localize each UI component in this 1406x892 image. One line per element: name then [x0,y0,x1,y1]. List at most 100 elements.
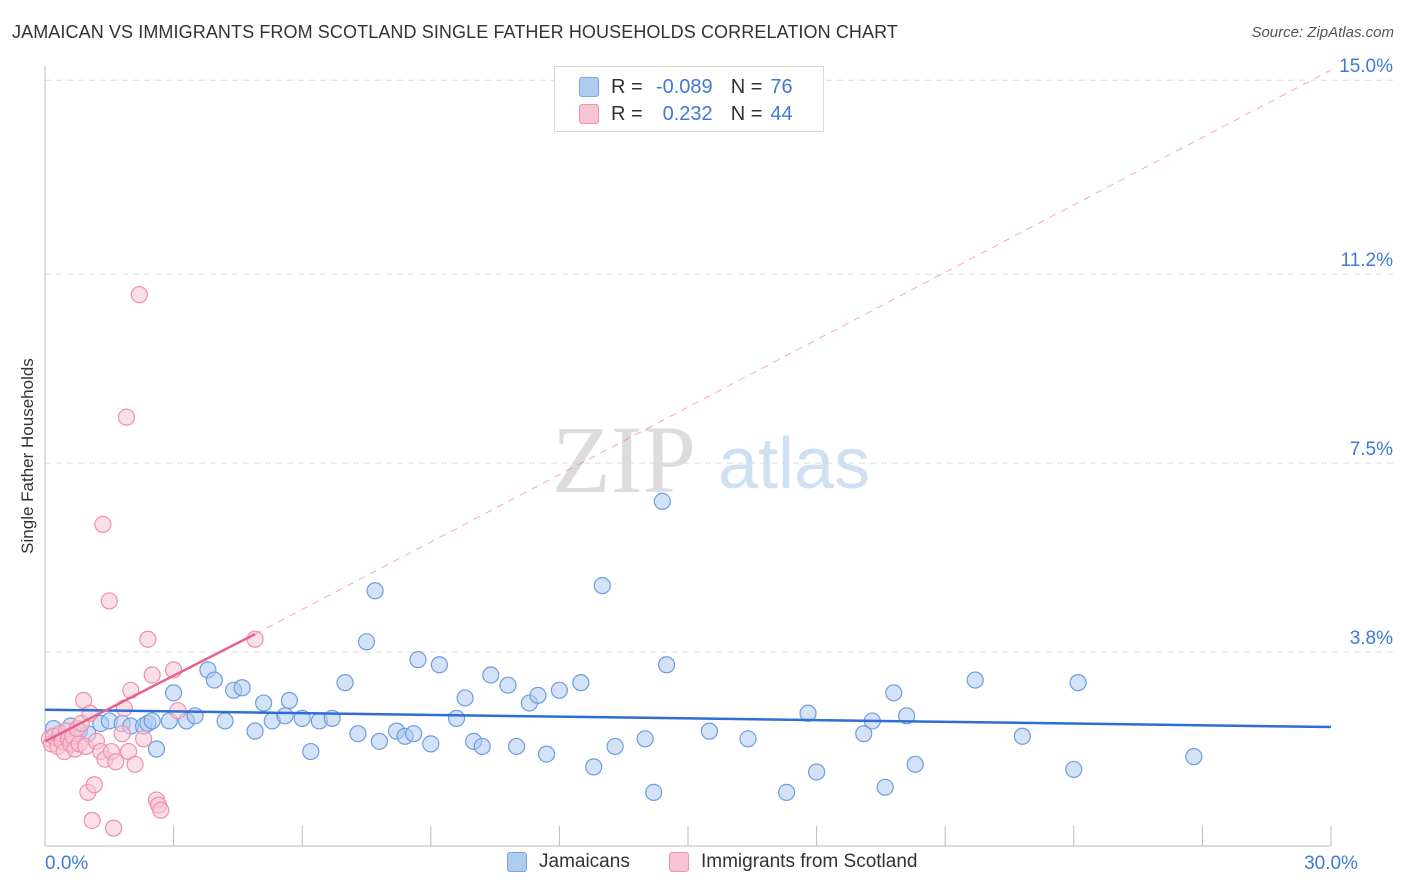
jamaican-point [165,684,183,702]
jamaican-point [255,694,273,712]
legend-label-scotland: Immigrants from Scotland [701,851,918,872]
jamaican-point [473,737,491,756]
jamaican-point [430,656,448,674]
jamaican-point [898,707,916,725]
jamaican-point [357,633,376,651]
jamaican-point [855,725,873,743]
jamaican-point [456,689,474,707]
legend-n-value: 76 [770,75,793,98]
jamaican-point [205,671,223,689]
jamaican-point [1013,727,1031,745]
jamaican-point [276,707,294,725]
trend-layer [44,69,1332,743]
scotland-trend-line [44,633,256,743]
jamaican-point [409,651,427,669]
y-tick-label: 3.8% [1350,628,1393,649]
scotland-point [152,801,170,819]
jamaican-point [550,681,569,699]
jamaican-point [147,740,166,758]
jamaican-point [966,671,984,689]
jamaican-point [657,656,676,674]
legend-label-jamaicans: Jamaicans [539,851,630,872]
jamaican-point [507,737,526,756]
jamaican-point [246,722,264,740]
axis-layer [44,66,1332,847]
jamaican-point [1185,748,1203,766]
watermark-atlas-text: atlas [718,424,870,504]
scotland-point [134,730,153,748]
jamaican-point [799,704,817,722]
legend-swatch-blue [507,852,527,872]
jamaican-point [422,735,440,753]
legend-item-jamaicans[interactable]: Jamaicans [507,851,630,873]
y-tick-label: 7.5% [1350,439,1393,460]
legend-r-label: R = [611,75,643,98]
scotland-point [85,776,103,794]
y-tick-label: 11.2% [1341,250,1394,271]
jamaican-point [593,577,611,595]
jamaican-point [807,763,826,781]
jamaican-point [405,725,423,743]
legend-row-jamaicans: R = -0.089 N = 76 [579,74,793,100]
jamaican-point [186,707,204,725]
series-legend: Jamaicans Immigrants from Scotland [0,851,1406,877]
jamaican-point [636,730,654,748]
jamaican-point [585,758,603,776]
jamaican-point [885,684,903,702]
legend-r-value: 0.232 [662,102,713,125]
jamaican-point [700,722,719,740]
scotland-point [113,725,131,743]
jamaican-point [499,676,517,694]
jamaican-point [653,492,671,510]
scotland-point [143,666,161,684]
y-tick-label: 15.0% [1339,56,1393,77]
jamaican-point [143,712,161,730]
scotland-point [107,753,125,771]
legend-n-label: N = [730,102,763,125]
jamaican-point [349,725,367,743]
jamaican-point [370,732,388,750]
legend-n-label: N = [730,75,763,98]
jamaican-point [876,778,894,796]
legend-swatch-pink [579,104,599,124]
jamaican-point [739,730,757,748]
scotland-point [100,592,118,610]
jamaican-point [606,737,624,756]
correlation-legend: R = -0.089 N = 76 R = 0.232 N = 44 [554,66,824,132]
jamaican-point [777,783,796,801]
jamaican-point [537,745,556,763]
scotland-point [130,286,148,304]
jamaican-point [572,674,590,692]
legend-swatch-blue [579,77,599,97]
scotland-point [126,755,144,773]
jamaican-point [645,783,663,801]
jamaican-point [1069,674,1087,692]
jamaican-point [302,742,320,761]
watermark: ZIP atlas [552,406,870,513]
jamaican-point [216,712,234,730]
jamaican-trend-line [44,708,1332,729]
points-layer [40,286,1203,837]
chart-title: JAMAICAN VS IMMIGRANTS FROM SCOTLAND SIN… [12,22,899,42]
jamaican-point [280,691,298,710]
jamaican-point [336,674,354,692]
jamaican-point [1065,760,1083,779]
legend-n-value: 44 [770,102,793,125]
legend-swatch-pink [669,852,689,872]
legend-row-scotland: R = 0.232 N = 44 [579,101,793,127]
trend-extension-line [254,69,1332,635]
legend-r-label: R = [611,102,643,125]
jamaican-point [529,686,547,704]
scotland-point [104,819,123,837]
scotland-point [94,515,112,533]
jamaican-point [906,755,924,773]
source-credit: Source: ZipAtlas.com [1251,24,1394,41]
scotland-point [117,408,136,426]
tick-label-layer: 3.8% 7.5% 11.2% 15.0% 0.0% 30.0% [45,56,1393,874]
scotland-point [139,630,157,648]
legend-r-value: -0.089 [655,75,713,98]
legend-item-scotland[interactable]: Immigrants from Scotland [669,851,917,873]
jamaican-point [366,582,384,600]
jamaican-point [233,679,251,697]
